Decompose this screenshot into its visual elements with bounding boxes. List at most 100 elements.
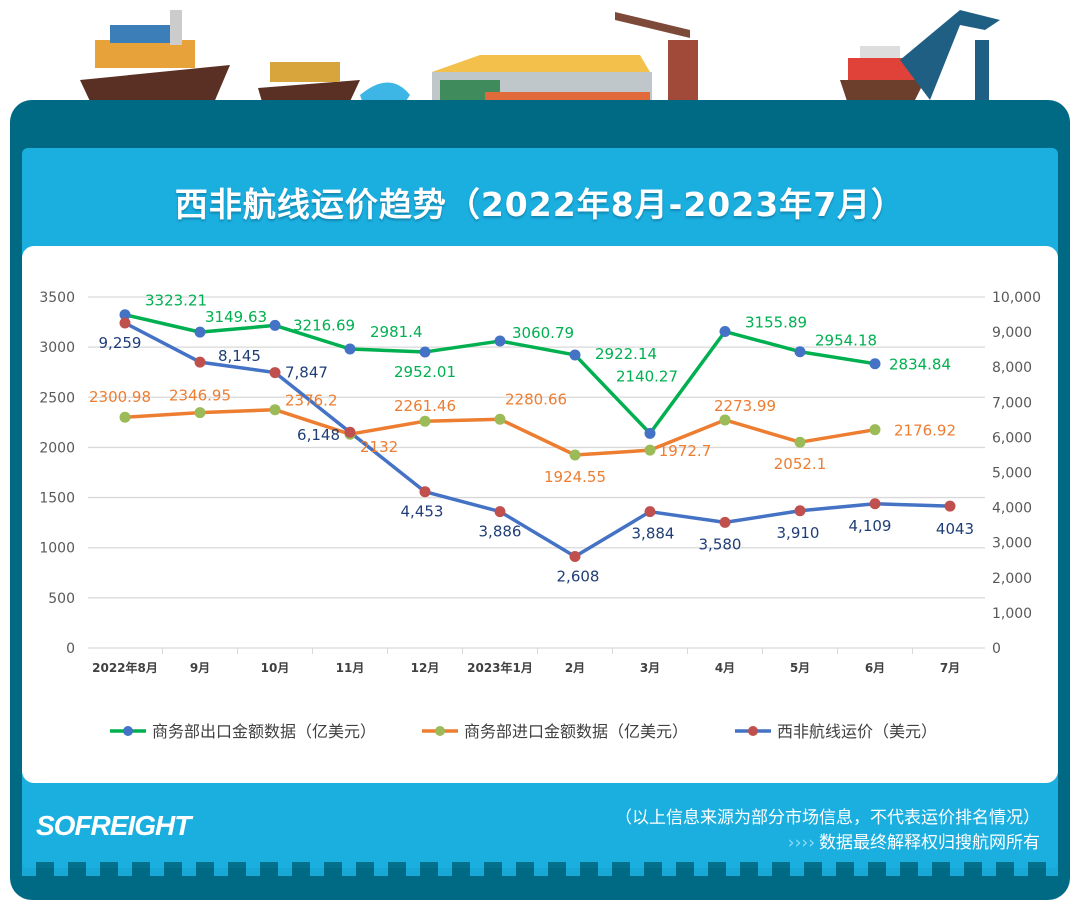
x-tick-label: 9月 [190,661,210,675]
y-right-tick-label: 5,000 [992,466,1032,482]
data-label: 3060.79 [512,324,574,342]
data-point [419,346,431,358]
data-label: 3216.69 [293,316,355,334]
y-right-tick-label: 9,000 [992,325,1032,341]
y-right-tick-label: 8,000 [992,360,1032,376]
legend-label: 商务部出口金额数据（亿美元） [152,722,376,741]
data-label: 3,910 [777,524,820,542]
data-label: 4,453 [401,503,444,521]
data-point [644,444,656,456]
data-point [944,500,956,512]
data-label: 2132 [360,438,398,456]
y-left-tick-label: 3500 [39,290,75,306]
data-point [719,516,731,528]
data-point [344,343,356,355]
footer-note: （以上信息来源为部分市场信息，不代表运价排名情况） [615,808,1040,828]
y-right-tick-label: 3,000 [992,536,1032,552]
data-point [269,319,281,331]
data-label: 7,847 [285,364,328,382]
legend-marker [435,726,445,736]
data-point [719,326,731,338]
data-label: 2954.18 [815,332,877,350]
data-point [494,506,506,518]
data-label: 2140.27 [616,367,678,385]
y-left-tick-label: 500 [48,591,75,607]
x-tick-label: 2023年1月 [467,660,533,675]
x-tick-label: 7月 [940,661,960,675]
data-point [194,326,206,338]
scallop-border [22,862,1058,876]
data-point [869,424,881,436]
data-label: 3,580 [699,535,742,553]
data-label: 2952.01 [394,363,456,381]
data-label: 2300.98 [89,388,151,406]
chart-card [22,246,1058,783]
x-tick-label: 5月 [790,661,810,675]
data-label: 6,148 [297,426,340,444]
sofreight-logo: SOFREIGHT [36,810,191,841]
data-label: 8,145 [218,347,261,365]
data-point [794,505,806,517]
x-tick-label: 10月 [261,661,290,675]
data-point [494,335,506,347]
legend-label: 西非航线运价（美元） [777,722,937,741]
rights-text: 数据最终解释权归搜航网所有 [819,833,1040,853]
data-point [269,404,281,416]
data-point [494,413,506,425]
x-tick-label: 2月 [565,661,585,675]
data-label: 2052.1 [774,455,827,473]
data-label: 2376.2 [285,392,338,410]
chevrons-icon: ›››› [787,833,815,853]
x-tick-label: 6月 [865,661,885,675]
x-tick-label: 3月 [640,661,660,675]
y-right-tick-label: 10,000 [992,290,1041,306]
y-left-tick-label: 2500 [39,390,75,406]
data-point [794,436,806,448]
data-point [194,407,206,419]
data-point [119,309,131,321]
data-point [869,498,881,510]
data-point [119,411,131,423]
data-point [719,414,731,426]
data-label: 2261.46 [394,397,456,415]
data-label: 1972.7 [659,442,712,460]
y-right-tick-label: 4,000 [992,501,1032,517]
data-point [419,415,431,427]
data-label: 2346.95 [169,387,231,405]
footer-rights: ›››› 数据最终解释权归搜航网所有 [788,828,1040,853]
y-left-tick-label: 0 [66,641,75,657]
data-label: 3149.63 [205,308,267,326]
x-tick-label: 2022年8月 [92,660,158,675]
legend-label: 商务部进口金额数据（亿美元） [464,722,688,741]
data-point [194,356,206,368]
data-label: 3323.21 [145,292,207,310]
y-left-tick-label: 3000 [39,340,75,356]
y-left-tick-label: 2000 [39,440,75,456]
x-tick-label: 4月 [715,661,735,675]
data-point [344,426,356,438]
data-label: 2273.99 [714,397,776,415]
data-label: 3155.89 [745,314,807,332]
data-label: 2280.66 [505,390,567,408]
page-title: 西非航线运价趋势（2022年8月-2023年7月） [174,185,906,224]
data-label: 4,109 [849,517,892,535]
data-label: 2981.4 [370,323,423,341]
data-point [794,346,806,358]
data-point [869,358,881,370]
x-tick-label: 12月 [411,661,440,675]
data-point [119,317,131,329]
data-point [569,449,581,461]
legend-marker [123,726,133,736]
data-point [269,367,281,379]
y-left-tick-label: 1500 [39,491,75,507]
y-left-tick-label: 1000 [39,541,75,557]
y-right-tick-label: 1,000 [992,606,1032,622]
data-point [644,506,656,518]
data-label: 2176.92 [894,422,956,440]
data-label: 4043 [936,520,974,538]
y-right-tick-label: 0 [992,641,1001,657]
y-right-tick-label: 2,000 [992,571,1032,587]
data-point [569,550,581,562]
data-label: 2922.14 [595,345,657,363]
